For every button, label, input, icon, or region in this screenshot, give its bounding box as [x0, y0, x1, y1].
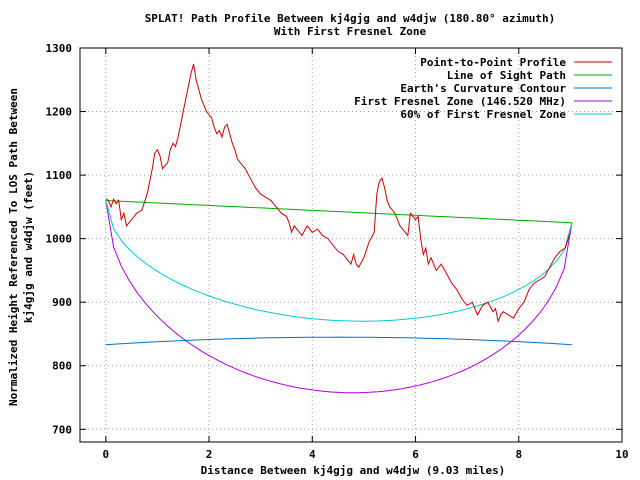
legend-label: 60% of First Fresnel Zone — [400, 108, 566, 121]
x-tick-label: 10 — [615, 448, 628, 461]
plot-frame — [79, 47, 623, 443]
legend-label: Earth's Curvature Contour — [400, 82, 566, 95]
chart-subtitle: With First Fresnel Zone — [274, 25, 427, 38]
x-axis-ticks: 0 2 4 6 8 10 — [102, 48, 629, 461]
x-axis-label: Distance Between kj4gjg and w4djw (9.03 … — [201, 464, 506, 477]
x-tick-label: 8 — [515, 448, 522, 461]
y-tick-label: 1000 — [46, 233, 73, 246]
y-tick-label: 800 — [52, 360, 72, 373]
chart-title: SPLAT! Path Profile Between kj4gjg and w… — [145, 12, 556, 25]
x-tick-label: 6 — [412, 448, 419, 461]
y-tick-label: 700 — [52, 423, 72, 436]
y-tick-label: 1100 — [46, 169, 73, 182]
x-tick-label: 4 — [309, 448, 316, 461]
x-tick-label: 2 — [206, 448, 213, 461]
series-line-curvature — [105, 336, 572, 346]
y-axis-label-line-2: kj4gjg and w4djw (feet) — [22, 171, 35, 323]
y-tick-label: 1200 — [46, 106, 73, 119]
legend-label: First Fresnel Zone (146.520 MHz) — [354, 95, 566, 108]
series-line-profile — [105, 63, 571, 324]
series-lines — [105, 63, 573, 394]
series-line-los — [105, 200, 572, 224]
y-tick-label: 900 — [52, 296, 72, 309]
series-line-fresnel — [105, 200, 573, 394]
x-tick-label: 0 — [102, 448, 109, 461]
y-axis-label-line-1: Normalized Height Referenced To LOS Path… — [7, 88, 20, 406]
legend-label: Point-to-Point Profile — [420, 56, 566, 69]
y-tick-label: 1300 — [46, 42, 73, 55]
y-axis-ticks: 700 800 900 1000 1100 1200 1300 — [46, 42, 622, 436]
legend-label: Line of Sight Path — [447, 69, 566, 82]
series-line-fresnel60 — [105, 200, 573, 322]
